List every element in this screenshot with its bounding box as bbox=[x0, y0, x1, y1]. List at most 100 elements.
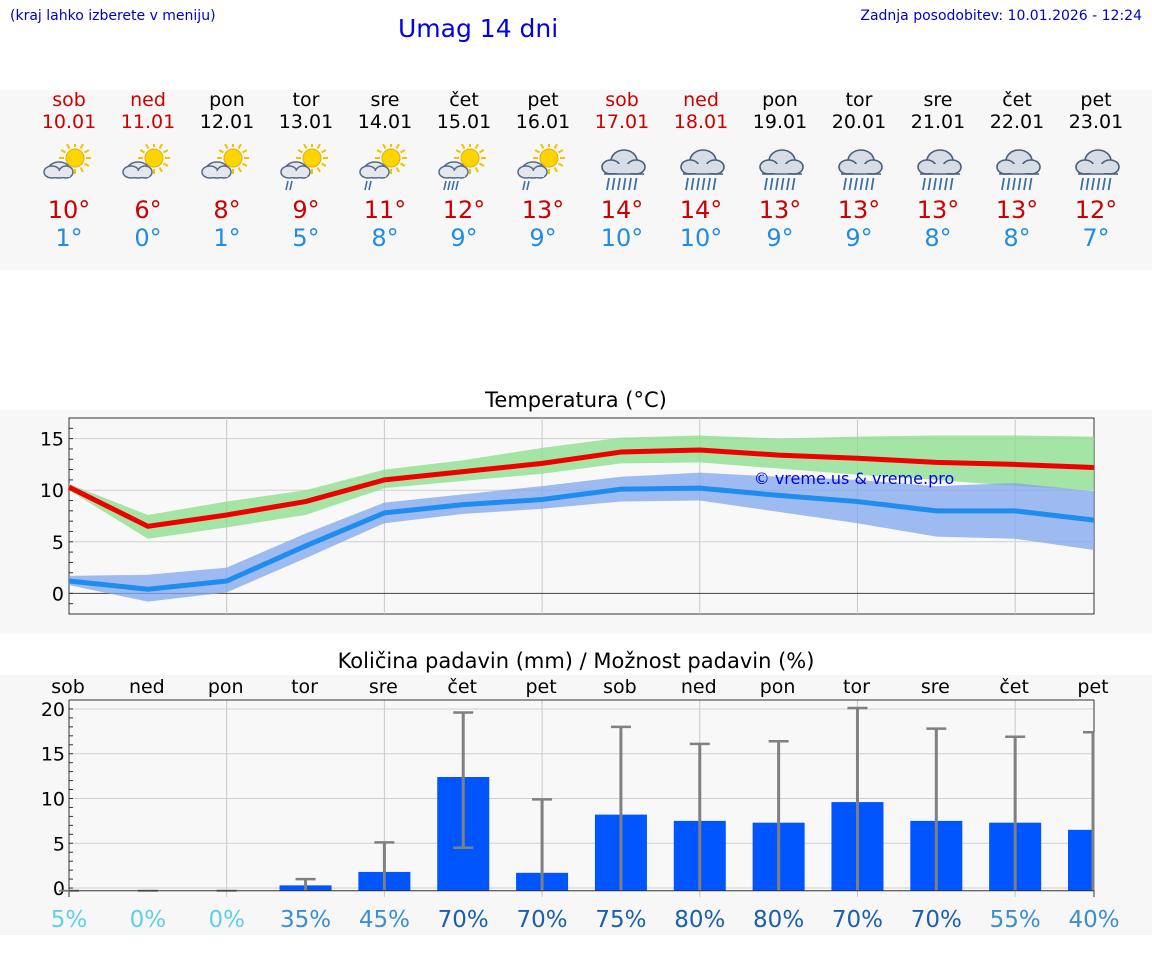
cloud-rain-icon bbox=[996, 149, 1041, 191]
sun-disc bbox=[223, 148, 243, 168]
min-temp: 10° bbox=[600, 224, 644, 252]
day-name: tor bbox=[292, 89, 320, 111]
precip-probability: 35% bbox=[280, 907, 331, 933]
sun-disc bbox=[460, 148, 480, 168]
max-temp: 13° bbox=[837, 196, 881, 224]
y-tick-label: 5 bbox=[52, 532, 64, 554]
day-column: tor 13.01 9° 5° bbox=[266, 89, 346, 253]
rain-drop bbox=[633, 177, 638, 191]
temperature-chart-title: Temperatura (°C) bbox=[485, 388, 667, 412]
rain-drop bbox=[791, 177, 796, 191]
y-tick-label: 15 bbox=[41, 744, 65, 766]
day-name: čet bbox=[1002, 89, 1032, 111]
day-date: 20.01 bbox=[831, 111, 887, 133]
sun-cloud-light-rain-icon bbox=[280, 144, 328, 191]
precip-probability: 70% bbox=[438, 907, 489, 933]
day-date: 11.01 bbox=[120, 111, 176, 133]
sun-cloud-icon bbox=[122, 144, 170, 179]
max-temp: 12° bbox=[442, 196, 486, 224]
precip-probability: 0% bbox=[130, 907, 167, 933]
rain-drop bbox=[455, 180, 459, 191]
sun-ray bbox=[553, 144, 558, 149]
rain-drop bbox=[606, 177, 610, 191]
sun-disc bbox=[381, 148, 401, 168]
y-tick-label: 10 bbox=[41, 789, 65, 811]
rain-drop bbox=[368, 180, 372, 191]
rain-drop bbox=[522, 180, 526, 191]
rain-drop bbox=[447, 180, 451, 191]
daily-forecast-band bbox=[0, 90, 1152, 270]
day-column: čet 22.01 13° 8° bbox=[977, 89, 1057, 253]
day-date: 23.01 bbox=[1068, 111, 1124, 133]
rain-drop bbox=[1080, 177, 1084, 191]
cloud-shape bbox=[838, 149, 883, 175]
day-name: sob bbox=[52, 89, 86, 111]
max-temp: 13° bbox=[995, 196, 1039, 224]
rain-drop bbox=[1023, 177, 1027, 191]
day-label: pet bbox=[525, 676, 556, 698]
rain-drop bbox=[786, 177, 790, 191]
day-label: ned bbox=[129, 676, 165, 698]
rain-drop bbox=[707, 177, 711, 191]
cloud-fill bbox=[768, 164, 795, 173]
day-column: tor 20.01 13° 9° bbox=[819, 90, 899, 253]
day-label: sob bbox=[51, 676, 85, 698]
sun-ray bbox=[218, 149, 224, 154]
rain-drop bbox=[1012, 177, 1016, 191]
y-tick-label: 20 bbox=[41, 699, 65, 721]
sun-ray bbox=[237, 167, 242, 173]
min-temp: 5° bbox=[292, 224, 320, 252]
max-temp: 14° bbox=[600, 196, 644, 224]
cloud-fill bbox=[847, 164, 874, 173]
rain-drop bbox=[949, 177, 954, 191]
max-temp: 9° bbox=[292, 196, 320, 224]
day-date: 12.01 bbox=[199, 111, 255, 133]
max-temp: 10° bbox=[47, 196, 91, 224]
day-label: čet bbox=[999, 676, 1029, 698]
cloud-shape bbox=[438, 161, 469, 179]
y-tick-label: 10 bbox=[40, 480, 64, 502]
cloud-fill bbox=[366, 171, 386, 177]
rain-drop bbox=[712, 177, 717, 191]
sun-ray bbox=[479, 149, 485, 154]
day-column: pet 23.01 12° 7° bbox=[1056, 90, 1136, 253]
min-temp-band bbox=[69, 472, 1094, 602]
day-column: pet 16.01 13° 9° bbox=[503, 90, 583, 253]
precip-probability: 70% bbox=[832, 907, 883, 933]
sun-ray bbox=[479, 162, 485, 167]
rain-drop bbox=[685, 177, 689, 191]
sun-ray bbox=[534, 149, 540, 154]
min-temp: 9° bbox=[450, 224, 478, 252]
min-temp: 7° bbox=[1082, 224, 1110, 252]
sun-ray bbox=[224, 144, 229, 149]
precipitation-chart: sob ned pon tor sre čet pet sob ned pon tor sre čet p… bbox=[41, 676, 1120, 933]
rain-drop bbox=[1028, 177, 1033, 191]
rain-drop bbox=[843, 177, 847, 191]
rain-drop bbox=[696, 177, 700, 191]
cloud-shape bbox=[996, 149, 1041, 175]
y-tick-label: 15 bbox=[40, 429, 64, 451]
day-name: čet bbox=[449, 89, 479, 111]
day-label: čet bbox=[447, 676, 477, 698]
day-date: 14.01 bbox=[357, 111, 413, 133]
day-column: ned 18.01 14° 10° bbox=[661, 90, 741, 253]
rain-drop bbox=[1085, 177, 1090, 191]
cloud-fill bbox=[445, 171, 465, 177]
day-date: 15.01 bbox=[436, 111, 492, 133]
rain-drop bbox=[775, 177, 779, 191]
rain-drop bbox=[865, 177, 869, 191]
day-label: tor bbox=[291, 676, 318, 698]
precip-probability: 5% bbox=[51, 907, 88, 933]
cloud-rain-icon bbox=[680, 149, 725, 191]
sun-ray bbox=[321, 149, 327, 154]
sun-ray bbox=[303, 144, 308, 149]
rain-drop bbox=[1017, 177, 1022, 191]
day-date: 17.01 bbox=[594, 111, 650, 133]
cloud-shape bbox=[43, 161, 74, 179]
rain-drop bbox=[938, 177, 943, 191]
region-menu-hint[interactable]: (kraj lahko izberete v meniju) bbox=[10, 8, 216, 24]
cloud-fill bbox=[129, 171, 149, 177]
max-temp: 8° bbox=[213, 196, 241, 224]
day-date: 10.01 bbox=[41, 111, 97, 133]
rain-drop bbox=[1006, 177, 1011, 191]
